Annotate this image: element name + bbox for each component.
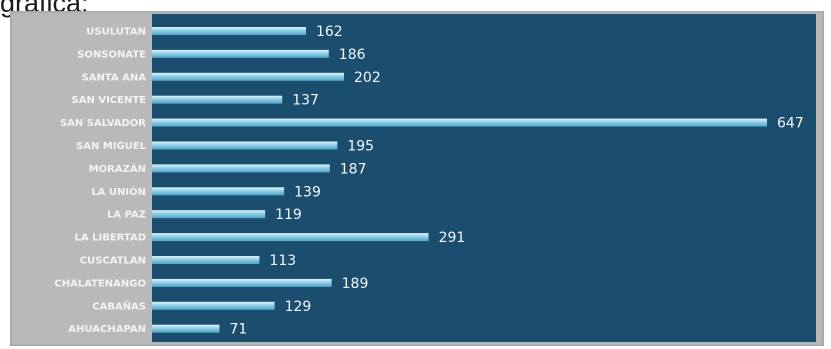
chart-frame: USULUTAN SONSONATE SANTA ANA SAN VICENTE SAN… [10,11,824,346]
value-label: 187 [340,161,367,177]
bar-chalatenango [152,278,332,287]
value-label: 647 [777,116,804,132]
bar-morazán [152,164,330,173]
category-label: USULUTAN [86,27,146,38]
category-label: MORAZÁN [89,162,146,175]
category-label: SAN SALVADOR [60,118,146,129]
bar-chart: USULUTAN SONSONATE SANTA ANA SAN VICENTE SAN… [54,24,803,338]
value-label: 189 [342,276,369,292]
value-label: 139 [294,184,321,200]
category-labels-group: USULUTAN SONSONATE SANTA ANA SAN VICENTE SAN… [54,27,146,336]
category-label: LA UNIÓN [91,185,146,198]
bar-la-unión [152,187,285,196]
bar-la-paz [152,210,266,219]
value-label: 195 [347,139,374,155]
category-label: LA LIBERTAD [75,233,146,244]
bar-cuscatlan [152,256,260,264]
value-label: 137 [292,93,319,109]
value-label: 71 [229,322,247,338]
value-label: 186 [339,47,366,63]
bar-ahuachapan [152,324,220,333]
category-label: SANTA ANA [82,72,147,83]
value-label: 113 [269,253,296,269]
value-label: 291 [439,230,466,246]
value-label: 129 [285,299,312,315]
category-label: SAN VICENTE [72,95,147,106]
value-labels-group: 162 186 202 137 647 195 187 139 119 291 113 189 129 7… [229,24,803,338]
bar-san-salvador [152,118,767,127]
value-label: 202 [354,70,381,86]
bar-cabañas [152,301,275,310]
category-label: CUSCATLAN [80,256,146,267]
category-label: LA PAZ [107,210,146,221]
category-label: SONSONATE [77,49,146,60]
category-label: SAN MIGUEL [76,141,147,152]
bar-usulutan [152,27,306,35]
bar-santa-ana [152,72,345,81]
value-label: 162 [316,24,343,40]
bar-san-miguel [152,141,338,150]
category-label: CABAÑAS [92,299,146,312]
plot-area [152,14,816,342]
value-label: 119 [275,207,302,223]
bar-san-vicente [152,95,283,104]
category-label: AHUACHAPAN [68,324,146,335]
bar-la-libertad [152,233,429,242]
bar-sonsonate [152,49,329,58]
category-label: CHALATENANGO [54,278,146,289]
bars-group [152,27,767,333]
